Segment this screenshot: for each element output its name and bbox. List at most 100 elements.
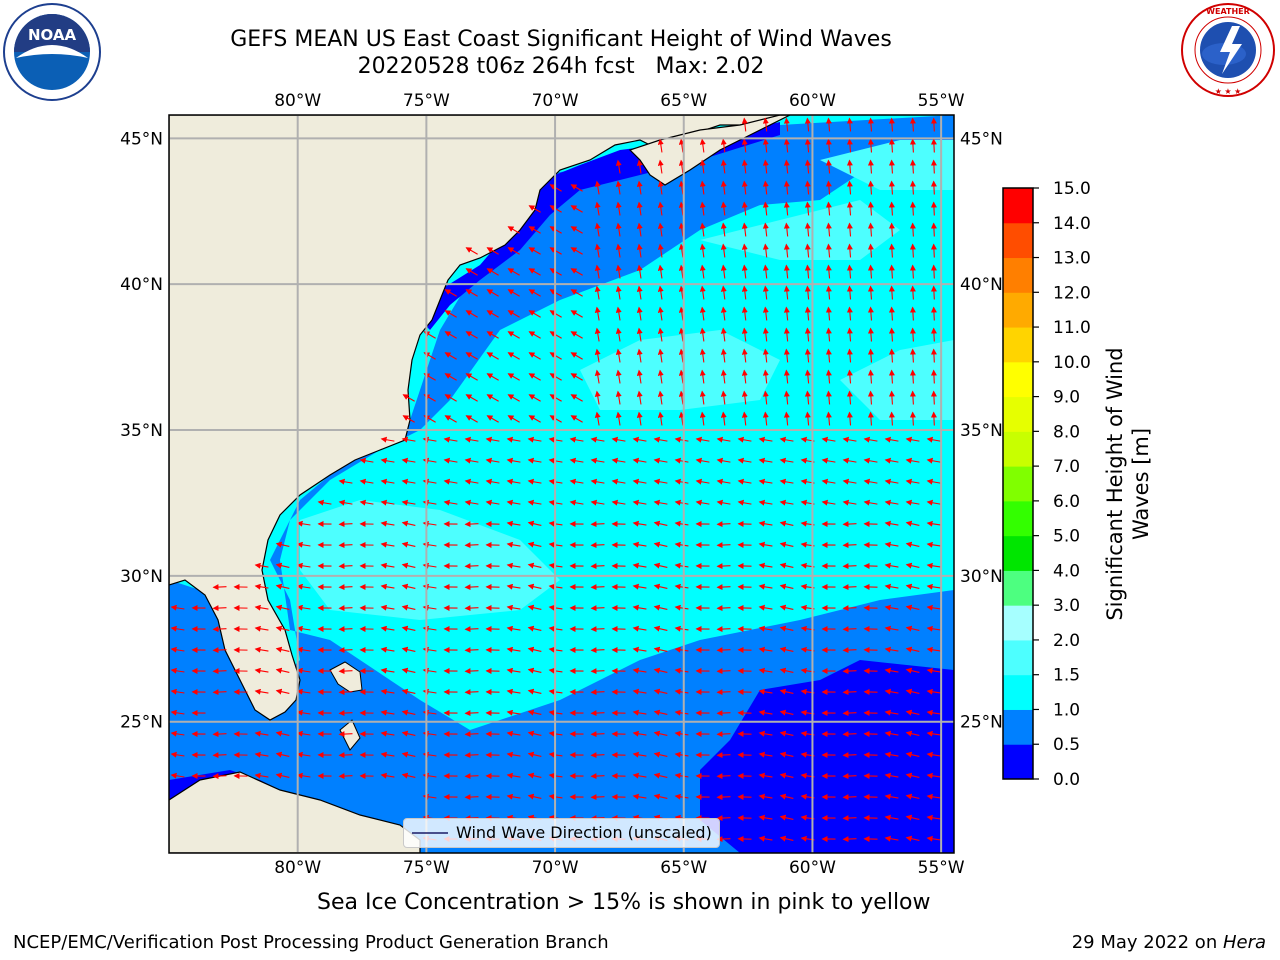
wave-arrow bbox=[653, 583, 668, 590]
colorbar-segment bbox=[1003, 361, 1033, 398]
wave-arrow bbox=[506, 751, 521, 758]
wave-arrow bbox=[762, 159, 769, 174]
wave-arrow bbox=[905, 436, 920, 443]
wave-arrow bbox=[401, 478, 416, 485]
wave-arrow bbox=[716, 478, 731, 485]
wave-arrow bbox=[699, 243, 706, 258]
wave-arrow bbox=[594, 390, 601, 405]
wave-arrow bbox=[401, 604, 416, 611]
wave-arrow bbox=[486, 415, 499, 423]
wave-arrow bbox=[926, 499, 941, 506]
wave-arrow bbox=[842, 499, 857, 506]
wave-arrow bbox=[741, 222, 748, 237]
wave-arrow bbox=[804, 180, 811, 195]
wave-arrow bbox=[779, 730, 794, 737]
wave-arrow bbox=[254, 625, 269, 632]
wave-arrow bbox=[296, 772, 311, 779]
wave-arrow bbox=[464, 605, 479, 612]
wave-arrow bbox=[716, 521, 731, 528]
wave-arrow bbox=[741, 369, 748, 384]
wave-arrow bbox=[678, 411, 685, 426]
wave-arrow bbox=[338, 668, 353, 675]
colorbar-label-line2: Waves [m] bbox=[1129, 427, 1153, 541]
colorbar-segment bbox=[1003, 709, 1033, 745]
colorbar-tick-label: 14.0 bbox=[1053, 214, 1091, 234]
x-tick-label-bottom: 60°W bbox=[789, 858, 836, 878]
wave-arrow bbox=[653, 793, 668, 800]
wave-arrow bbox=[653, 625, 668, 632]
wave-arrow bbox=[926, 688, 941, 695]
colorbar-segment bbox=[1003, 674, 1033, 710]
wave-arrow bbox=[758, 835, 773, 842]
wave-arrow bbox=[930, 159, 937, 174]
wave-arrow bbox=[611, 457, 626, 464]
wave-arrow bbox=[821, 478, 836, 485]
wave-arrow bbox=[825, 138, 832, 153]
wave-arrow bbox=[338, 563, 353, 570]
y-ticks-right: 25°N 30°N 35°N 40°N 45°N bbox=[960, 129, 1003, 732]
footer-host: Hera bbox=[1222, 932, 1266, 953]
wave-arrow bbox=[846, 327, 853, 342]
y-tick-label-right: 45°N bbox=[960, 129, 1003, 149]
wave-arrow bbox=[762, 264, 769, 279]
wave-arrow bbox=[570, 247, 583, 255]
wave-arrow bbox=[657, 327, 664, 342]
wave-arrow bbox=[485, 499, 500, 506]
wave-arrow bbox=[867, 411, 874, 426]
wave-arrow bbox=[401, 730, 416, 737]
wave-arrow bbox=[758, 646, 773, 653]
wave-arrow bbox=[611, 478, 626, 485]
wave-arrow bbox=[678, 369, 685, 384]
wave-arrow bbox=[720, 369, 727, 384]
wave-arrow bbox=[653, 667, 668, 674]
wave-arrow bbox=[590, 752, 605, 759]
wave-arrow bbox=[570, 310, 583, 318]
wave-arrow bbox=[762, 285, 769, 300]
wave-arrow bbox=[905, 583, 920, 590]
wave-arrow bbox=[695, 457, 710, 464]
wave-arrow bbox=[570, 184, 583, 192]
wave-arrow bbox=[804, 222, 811, 237]
wave-arrow bbox=[716, 773, 731, 780]
wave-arrow bbox=[443, 478, 458, 485]
wave-arrow bbox=[401, 583, 416, 590]
noaa-logo-text: NOAA bbox=[28, 26, 77, 44]
wave-arrow bbox=[632, 520, 647, 527]
wave-arrow bbox=[570, 226, 583, 234]
y-tick-label-left: 25°N bbox=[120, 713, 163, 733]
wave-arrow bbox=[275, 667, 290, 674]
wave-arrow bbox=[170, 709, 185, 716]
wave-arrow bbox=[527, 772, 542, 779]
svg-text:★ ★ ★: ★ ★ ★ bbox=[1215, 87, 1242, 96]
wave-arrow bbox=[884, 646, 899, 653]
colorbar-segment bbox=[1003, 222, 1033, 259]
wave-arrow bbox=[380, 688, 395, 695]
wave-arrow bbox=[699, 222, 706, 237]
wave-arrow bbox=[506, 583, 521, 590]
wave-arrow bbox=[846, 348, 853, 363]
colorbar-tick-label: 6.0 bbox=[1053, 492, 1080, 512]
wave-arrow bbox=[909, 327, 916, 342]
wave-arrow bbox=[825, 348, 832, 363]
wave-arrow bbox=[926, 667, 941, 674]
wave-zone-1_5-2-a bbox=[300, 500, 560, 620]
wave-zone-1_5-2-e bbox=[840, 340, 954, 420]
wave-arrow bbox=[737, 499, 752, 506]
wave-arrow bbox=[825, 411, 832, 426]
wave-arrow bbox=[867, 159, 874, 174]
wave-arrow bbox=[636, 264, 643, 279]
wave-arrow bbox=[779, 562, 794, 569]
wave-arrow bbox=[674, 625, 689, 632]
wave-arrow bbox=[888, 201, 895, 216]
wave-arrow bbox=[842, 689, 857, 696]
wave-arrow bbox=[401, 625, 416, 632]
wave-arrow bbox=[783, 201, 790, 216]
wave-arrow bbox=[741, 243, 748, 258]
wave-arrow bbox=[590, 626, 605, 633]
wave-arrow bbox=[720, 264, 727, 279]
colorbar-segment bbox=[1003, 466, 1033, 502]
wave-arrow bbox=[570, 352, 583, 360]
wave-arrow bbox=[779, 772, 794, 779]
wave-arrow bbox=[863, 478, 878, 485]
wave-arrow bbox=[590, 731, 605, 738]
